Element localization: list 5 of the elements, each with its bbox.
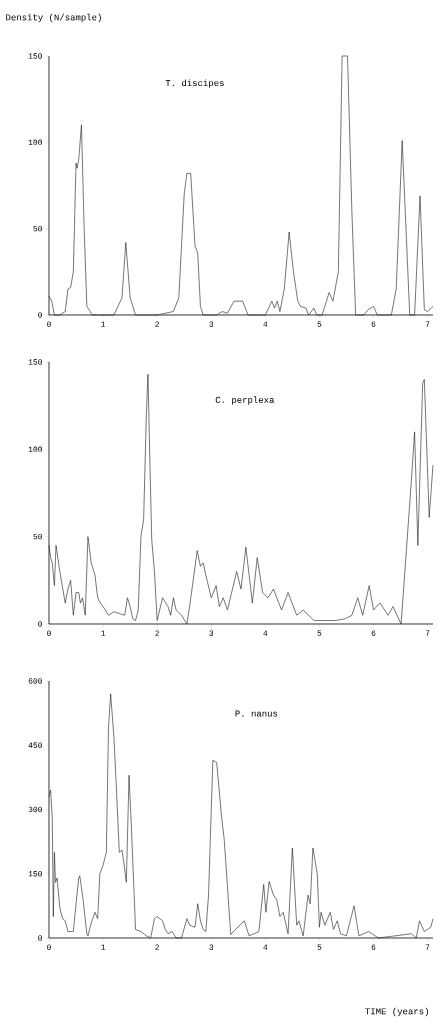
text: P. nanus <box>235 710 278 717</box>
x-axis-title: TIME (years) <box>365 1007 428 1017</box>
y-axis-title: Density (N/sample) <box>6 13 101 23</box>
text: T. discipes <box>165 79 224 88</box>
text: C. perplexa <box>215 396 275 405</box>
